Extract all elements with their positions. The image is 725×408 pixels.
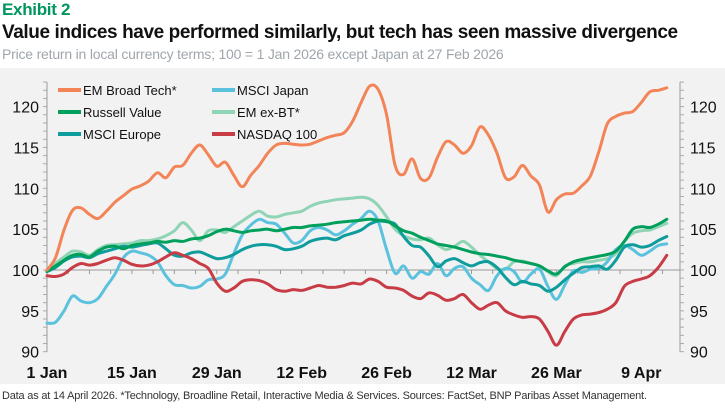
x-tick-label: 26 Feb — [361, 365, 412, 382]
legend-label: MSCI Europe — [83, 127, 161, 142]
y-tick-label-right: 90 — [690, 345, 708, 362]
legend-label: NASDAQ 100 — [237, 127, 317, 142]
series-line-msci-europe — [45, 219, 669, 293]
chart-panel — [0, 68, 725, 384]
series-line-em-ex-bt — [45, 195, 669, 278]
legend-label: Russell Value — [83, 105, 162, 120]
x-tick-label: 9 Apr — [621, 365, 661, 382]
y-tick-label-right: 105 — [690, 222, 717, 239]
y-tick-label-left: 115 — [13, 140, 39, 157]
legend-item-nasdaq-100: NASDAQ 100 — [212, 127, 317, 142]
y-tick-label-right: 120 — [690, 100, 717, 117]
series-line-em-broad-tech — [45, 83, 669, 272]
y-tick-label-left: 100 — [12, 263, 39, 280]
series-line-russell-value — [45, 217, 669, 276]
footnote: Data as at 14 April 2026. *Technology, B… — [2, 390, 647, 402]
exhibit-label: Exhibit 2 — [2, 0, 71, 19]
y-tick-label-right: 115 — [690, 140, 716, 157]
y-tick-label-left: 90 — [21, 345, 39, 362]
legend-label: EM Broad Tech* — [83, 83, 177, 98]
y-tick-label-right: 110 — [690, 181, 716, 198]
series-line-nasdaq-100 — [45, 251, 669, 347]
x-tick-label: 1 Jan — [27, 365, 68, 382]
legend-label: EM ex-BT* — [237, 105, 300, 120]
x-tick-label: 12 Feb — [276, 365, 327, 382]
y-tick-label-right: 95 — [690, 304, 708, 321]
chart-title: Value indices have performed similarly, … — [2, 22, 678, 43]
y-tick-label-right: 100 — [690, 263, 717, 280]
x-tick-label: 29 Jan — [192, 365, 242, 382]
legend-item-em-ex-bt: EM ex-BT* — [212, 105, 300, 120]
legend-item-russell-value: Russell Value — [58, 105, 162, 120]
y-tick-label-left: 95 — [21, 304, 39, 321]
x-tick-label: 12 Mar — [446, 365, 497, 382]
y-tick-label-left: 110 — [13, 181, 39, 198]
legend-item-msci-japan: MSCI Japan — [212, 83, 309, 98]
y-tick-label-left: 120 — [12, 100, 39, 117]
chart-subtitle: Price return in local currency terms; 10… — [2, 46, 504, 62]
x-tick-label: 15 Jan — [107, 365, 157, 382]
legend-item-msci-europe: MSCI Europe — [58, 127, 161, 142]
x-tick-label: 26 Mar — [531, 365, 582, 382]
legend-label: MSCI Japan — [237, 83, 309, 98]
legend-item-em-broad-tech: EM Broad Tech* — [58, 83, 177, 98]
y-tick-label-left: 105 — [12, 222, 39, 239]
